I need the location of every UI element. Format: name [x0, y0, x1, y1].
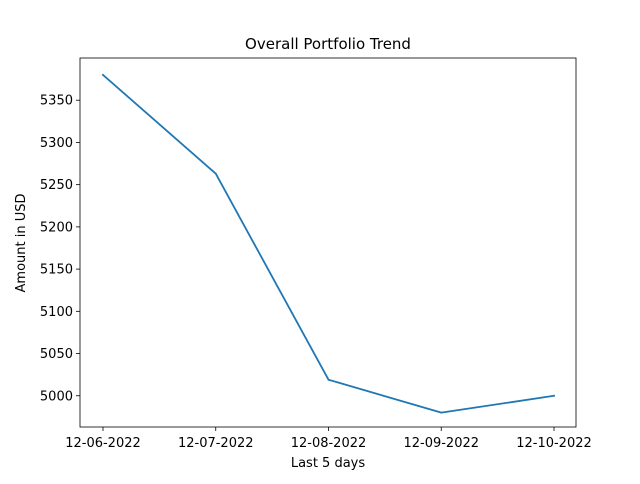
x-tick-label: 12-07-2022 — [178, 436, 254, 451]
y-axis-label: Amount in USD — [14, 194, 29, 293]
x-tick-label: 12-09-2022 — [403, 436, 479, 451]
plot-frame — [79, 57, 577, 428]
y-tick-label: 5300 — [40, 136, 73, 151]
data-point — [553, 394, 555, 397]
plot-area: 5000 5050 5100 5150 5200 5250 5300 5350 12-06-20… — [40, 57, 592, 451]
data-point — [102, 73, 104, 76]
y-tick-label: 5250 — [40, 178, 73, 193]
data-point — [214, 172, 217, 175]
data-point — [440, 411, 443, 414]
data-point — [327, 378, 330, 381]
x-tick-label: 12-08-2022 — [291, 436, 367, 451]
y-tick-label: 5200 — [40, 220, 73, 235]
chart-title: Overall Portfolio Trend — [245, 35, 411, 53]
y-tick-label: 5100 — [40, 305, 73, 320]
y-tick-label: 5050 — [40, 347, 73, 362]
x-tick-label: 12-10-2022 — [516, 436, 592, 451]
y-tick-label: 5350 — [40, 94, 73, 109]
y-tick-label: 5150 — [40, 263, 73, 278]
series-line — [101, 73, 556, 414]
x-tick-label: 12-06-2022 — [65, 436, 141, 451]
x-axis-label: Last 5 days — [291, 456, 366, 471]
y-tick-label: 5000 — [40, 389, 73, 404]
